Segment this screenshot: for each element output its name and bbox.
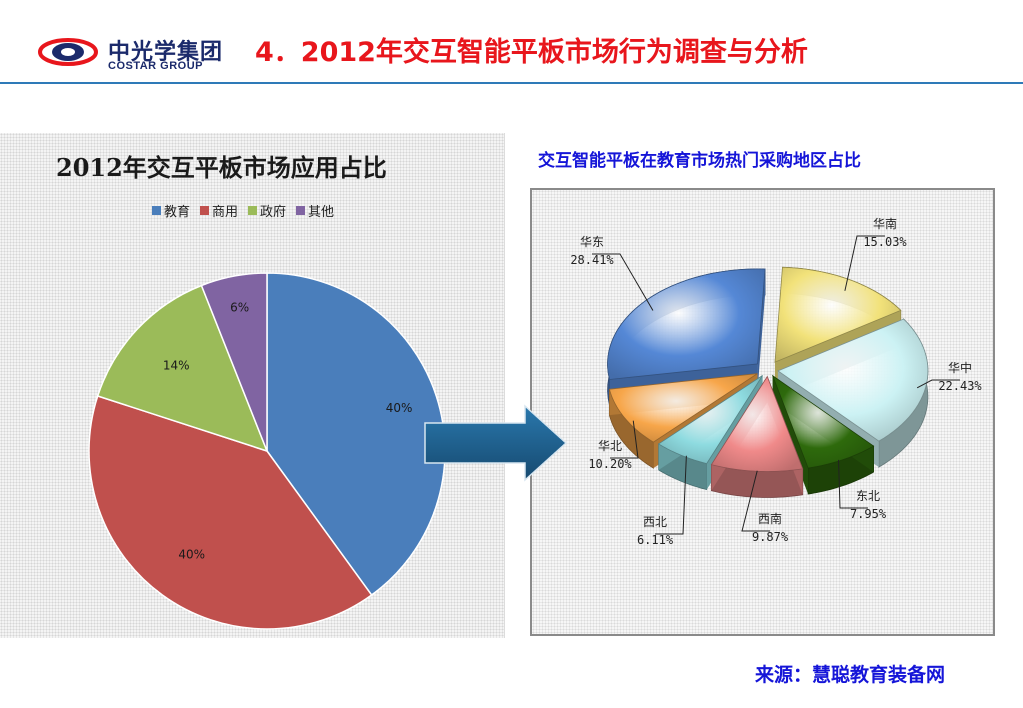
pie-slice (608, 373, 758, 443)
region-value-label: 28.41% (570, 253, 614, 267)
pie-slice (774, 266, 902, 363)
source-note: 来源：慧聪教育装备网 (755, 664, 946, 686)
slice-value-label: 40% (386, 401, 413, 415)
region-value-label: 9.87% (752, 530, 789, 544)
legend-label: 商用 (212, 205, 239, 220)
header-divider (0, 82, 1023, 84)
legend-item: 商用 (200, 201, 238, 220)
logo-en-text: COSTAR GROUP (108, 60, 204, 72)
legend-item: 其他 (296, 201, 334, 220)
slice-value-label: 40% (178, 548, 205, 562)
slice-value-label: 14% (163, 359, 190, 373)
legend-item: 政府 (248, 201, 286, 220)
region-name-label: 华东 (580, 235, 604, 249)
pie-slice (771, 374, 875, 469)
legend-swatch (296, 206, 306, 215)
leader-line (741, 470, 770, 532)
region-value-label: 7.95% (850, 507, 887, 521)
region-name-label: 华中 (948, 360, 972, 375)
chart1-title: 2012年交互平板市场应用占比 (56, 153, 387, 182)
pie-slice (96, 284, 269, 453)
leader-line (592, 253, 654, 311)
company-logo: 中光学集团 COSTAR GROUP (38, 28, 228, 78)
slice-value-label: 6% (230, 301, 249, 315)
slide-title: 4．2012年交互智能平板市场行为调查与分析 (255, 37, 808, 68)
region-name-label: 华南 (873, 216, 897, 231)
legend-label: 教育 (164, 205, 191, 220)
pie-slice (266, 272, 446, 597)
pie-slice (710, 375, 804, 472)
leader-line (838, 459, 868, 509)
logo-cn-text: 中光学集团 (108, 40, 224, 65)
region-name-label: 华北 (598, 439, 622, 453)
pie-slice-wall (757, 269, 766, 390)
slide-header: 中光学集团 COSTAR GROUP 4．2012年交互智能平板市场行为调查与分… (0, 0, 1023, 84)
arrow-icon (424, 404, 568, 482)
legend-item: 教育 (152, 201, 190, 220)
region-name-label: 西南 (758, 511, 782, 526)
region-value-label: 22.43% (938, 379, 982, 393)
leader-line (916, 379, 960, 389)
legend-swatch (248, 206, 258, 215)
pie-slice (200, 272, 268, 452)
pie-slice (88, 395, 373, 630)
leader-line (655, 455, 687, 535)
leader-line (610, 420, 639, 459)
logo-mark-icon (38, 38, 98, 66)
chart2-title: 交互智能平板在教育市场热门采购地区占比 (538, 151, 861, 171)
chart2-pie: 华南 15.03% 华中 22.43% 东北 7.95% 西南 9.87% 西北 6.11% 华北 1… (570, 216, 982, 547)
region-name-label: 西北 (643, 515, 667, 529)
region-value-label: 6.11% (637, 533, 674, 547)
region-name-label: 东北 (856, 489, 880, 503)
region-value-label: 10.20% (588, 457, 632, 471)
pie-slice (607, 268, 766, 380)
region-value-label: 15.03% (863, 235, 907, 249)
legend-label: 政府 (260, 205, 287, 220)
pie-slice (657, 375, 763, 465)
legend-swatch (152, 206, 161, 215)
legend-swatch (200, 206, 210, 215)
chart1-legend: 教育 商用 政府 其他 (152, 201, 334, 220)
chart1-pie: 40% 40% 14% 6% (88, 272, 446, 630)
legend-label: 其他 (308, 205, 335, 220)
leader-line (844, 235, 885, 291)
